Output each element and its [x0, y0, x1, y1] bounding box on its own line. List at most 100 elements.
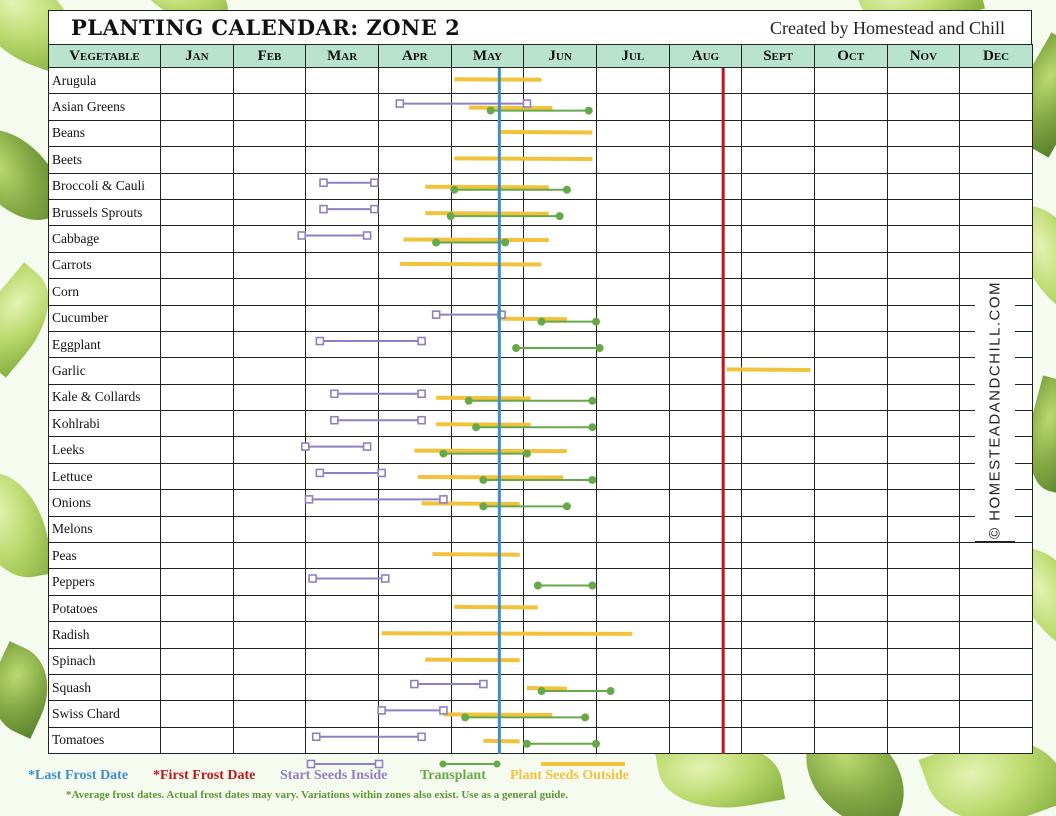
- month-cell: [668, 542, 743, 570]
- month-cell: [377, 93, 452, 121]
- month-cell: [232, 357, 307, 385]
- month-cell: [595, 225, 670, 253]
- month-cell: [523, 489, 597, 517]
- vegetable-name: Onions: [48, 489, 161, 517]
- month-cell: [160, 568, 234, 596]
- month-cell: [668, 93, 743, 121]
- table-row: Arugula: [48, 66, 1033, 95]
- month-cell: [232, 489, 307, 517]
- month-header-mar: Mar: [305, 44, 379, 68]
- vegetable-name: Corn: [48, 278, 161, 306]
- month-cell: [886, 542, 961, 570]
- month-cell: [668, 225, 743, 253]
- month-cell: [741, 119, 815, 148]
- month-cell: [377, 594, 452, 623]
- vegetable-name: Lettuce: [48, 462, 161, 491]
- vegetable-name: Garlic: [48, 357, 161, 385]
- month-cell: [813, 542, 888, 570]
- month-cell: [813, 436, 888, 464]
- month-cell: [305, 66, 379, 95]
- month-cell: [160, 673, 234, 702]
- month-cell: [886, 673, 961, 702]
- month-cell: [668, 647, 743, 675]
- month-cell: [886, 594, 961, 623]
- table-row: Lettuce: [48, 462, 1033, 491]
- month-cell: [232, 383, 307, 412]
- month-cell: [741, 146, 815, 174]
- month-cell: [377, 357, 452, 385]
- month-cell: [160, 647, 234, 675]
- table-row: Broccoli & Cauli: [48, 172, 1033, 200]
- month-cell: [305, 119, 379, 148]
- month-cell: [450, 568, 525, 596]
- month-header-nov: Nov: [886, 44, 961, 68]
- table-row: Leeks: [48, 436, 1033, 464]
- month-cell: [886, 515, 961, 544]
- month-cell: [160, 225, 234, 253]
- month-cell: [668, 673, 743, 702]
- vegetable-name: Cucumber: [48, 304, 161, 332]
- month-cell: [813, 225, 888, 253]
- month-cell: [523, 542, 597, 570]
- month-cell: [886, 119, 961, 148]
- disclaimer: *Average frost dates. Actual frost dates…: [66, 789, 568, 801]
- month-cell: [377, 251, 452, 280]
- month-cell: [450, 225, 525, 253]
- month-cell: [160, 357, 234, 385]
- month-cell: [813, 568, 888, 596]
- month-cell: [232, 647, 307, 675]
- month-cell: [813, 383, 888, 412]
- legend-transplant: Transplant: [420, 768, 486, 783]
- month-cell: [377, 172, 452, 200]
- month-cell: [595, 146, 670, 174]
- month-cell: [523, 673, 597, 702]
- month-cell: [741, 383, 815, 412]
- month-cell: [595, 515, 670, 544]
- month-cell: [886, 489, 961, 517]
- vegetable-name: Melons: [48, 515, 161, 544]
- month-cell: [741, 330, 815, 359]
- month-cell: [741, 568, 815, 596]
- month-cell: [741, 726, 815, 755]
- month-cell: [886, 462, 961, 491]
- month-cell: [232, 542, 307, 570]
- month-cell: [813, 93, 888, 121]
- legend: *Last Frost Date *First Frost Date Start…: [28, 768, 668, 788]
- month-cell: [886, 330, 961, 359]
- month-cell: [813, 304, 888, 332]
- table-row: Swiss Chard: [48, 700, 1033, 728]
- month-cell: [377, 647, 452, 675]
- month-header-may: May: [450, 44, 525, 68]
- month-cell: [305, 542, 379, 570]
- month-cell: [160, 119, 234, 148]
- watermark-text: © HOMESTEADANDCHILL.COM: [986, 280, 1004, 540]
- table-row: Onions: [48, 489, 1033, 517]
- month-cell: [160, 198, 234, 227]
- month-cell: [959, 673, 1033, 702]
- month-cell: [377, 462, 452, 491]
- month-cell: [813, 515, 888, 544]
- month-cell: [886, 410, 961, 438]
- month-cell: [305, 621, 379, 649]
- month-cell: [450, 594, 525, 623]
- month-cell: [741, 172, 815, 200]
- month-header-oct: Oct: [813, 44, 888, 68]
- vegetable-name: Potatoes: [48, 594, 161, 623]
- month-cell: [886, 304, 961, 332]
- month-cell: [523, 726, 597, 755]
- month-cell: [450, 647, 525, 675]
- month-cell: [595, 673, 670, 702]
- month-cell: [377, 673, 452, 702]
- month-cell: [886, 146, 961, 174]
- month-cell: [886, 647, 961, 675]
- month-cell: [886, 66, 961, 95]
- vegetable-name: Broccoli & Cauli: [48, 172, 161, 200]
- month-cell: [523, 93, 597, 121]
- month-cell: [377, 515, 452, 544]
- vegetable-name: Peppers: [48, 568, 161, 596]
- month-cell: [377, 621, 452, 649]
- month-cell: [523, 436, 597, 464]
- month-cell: [668, 700, 743, 728]
- month-cell: [668, 489, 743, 517]
- month-cell: [377, 225, 452, 253]
